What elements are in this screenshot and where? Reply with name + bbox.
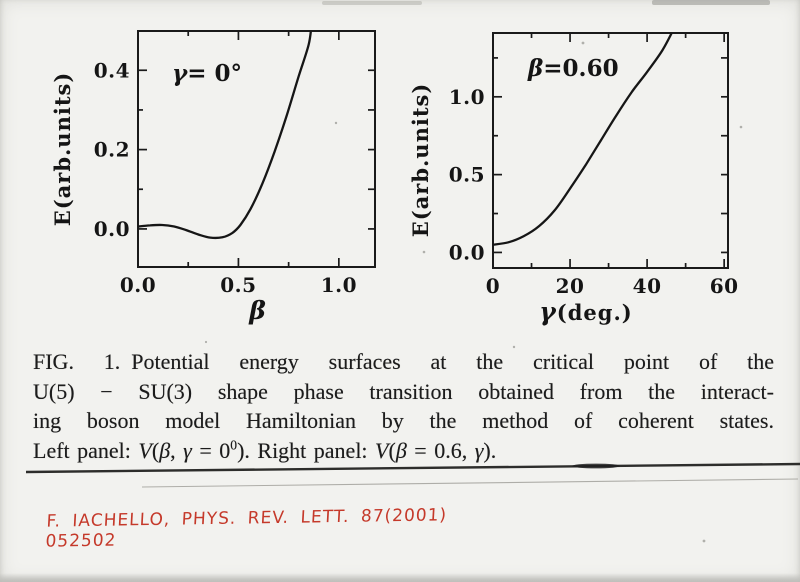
caption-cut-lines	[25, 462, 800, 488]
reference-note: F. IACHELLO, PHYS. REV. LETT. 87(2001) 0…	[44, 505, 448, 552]
caption-text: = 0	[191, 437, 231, 463]
caption-text: ,	[170, 437, 184, 463]
caption-text: V	[138, 437, 152, 463]
caption-text: ing boson model Hamiltonian by the metho…	[33, 408, 774, 433]
caption-text: 0	[230, 437, 238, 453]
scan-bottom-edge	[0, 573, 800, 582]
y-tick-label: 0.0	[94, 217, 130, 241]
caption-text: (	[388, 437, 396, 463]
scan-speck	[581, 41, 585, 45]
caption-text: Left panel:	[33, 437, 139, 463]
caption-line: U(5) − SU(3) shape phase transition obta…	[33, 377, 774, 407]
x-tick-label: 20	[556, 274, 585, 298]
caption-text: γ	[474, 437, 484, 463]
figure-caption: FIG. 1. Potential energy surfaces at the…	[33, 347, 774, 465]
left-panel-annotation: γ= 0°	[172, 60, 242, 87]
left-plot-ticks	[137, 31, 375, 267]
y-tick-label: 0.5	[449, 163, 485, 187]
left-plot-tick-labels: 0.0 0.5 1.0 0.0 0.2 0.4	[94, 58, 357, 297]
scan-smudges	[322, 0, 770, 5]
right-energy-curve	[493, 33, 673, 246]
right-plot-tick-labels: 0 20 40 60 0.0 0.5 1.0	[449, 85, 739, 298]
cut-line-blob	[572, 463, 620, 469]
left-y-axis-label: E(arb.units)	[50, 72, 75, 227]
x-tick-label: 0.5	[220, 273, 256, 297]
scan-smudge	[322, 1, 422, 5]
y-tick-label: 0.4	[94, 58, 130, 82]
caption-text: (	[151, 437, 160, 463]
caption-text: = 0.6,	[406, 437, 475, 463]
caption-text: ). Right panel:	[237, 437, 376, 463]
x-tick-label: 40	[633, 274, 662, 298]
gamma-symbol: γ	[539, 297, 557, 326]
scan-speck	[422, 250, 426, 254]
scan-speck	[334, 121, 338, 125]
scan-speck	[204, 340, 208, 344]
caption-text: ).	[483, 437, 497, 463]
caption-text: FIG. 1. Potential energy surfaces at the…	[33, 349, 774, 374]
beta-symbol: β	[527, 55, 543, 82]
cut-line	[25, 462, 800, 474]
caption-line: ing boson model Hamiltonian by the metho…	[33, 406, 774, 436]
x-axis-unit: (deg.)	[557, 300, 633, 325]
y-tick-label: 0.2	[94, 138, 130, 162]
caption-line: FIG. 1. Potential energy surfaces at the…	[33, 347, 774, 377]
y-tick-label: 1.0	[449, 85, 485, 109]
annotation-value: =0.60	[543, 55, 618, 82]
caption-text: V	[375, 437, 389, 463]
scan-speck	[702, 539, 706, 543]
x-tick-label: 0.0	[120, 273, 156, 297]
right-panel-annotation: β=0.60	[527, 55, 619, 82]
scan-smudge	[652, 0, 770, 5]
caption-line: Left panel: V(β, γ = 00). Right panel: V…	[33, 436, 774, 466]
scan-specks	[204, 41, 743, 543]
caption-text: β	[159, 437, 171, 463]
scan-speck	[739, 125, 743, 129]
left-plot: 0.0 0.5 1.0 0.0 0.2 0.4 E(arb.units) β γ= 0°	[50, 30, 376, 325]
x-tick-label: 60	[710, 274, 739, 298]
gamma-symbol: γ	[172, 60, 189, 87]
faint-cut-line	[141, 478, 799, 488]
left-x-axis-label: β	[248, 296, 267, 325]
caption-text: U(5) − SU(3) shape phase transition obta…	[33, 378, 774, 404]
left-energy-curve	[138, 31, 313, 240]
scan-speck	[512, 345, 516, 349]
y-tick-label: 0.0	[449, 240, 485, 264]
right-plot: 0 20 40 60 0.0 0.5 1.0 E(arb.units) γ(deg.) β=…	[408, 32, 739, 326]
x-tick-label: 0	[486, 274, 500, 298]
right-plot-ticks	[492, 33, 728, 268]
right-plot-frame	[492, 32, 729, 269]
annotation-value: = 0°	[187, 60, 242, 87]
caption-text: γ	[183, 437, 192, 463]
right-x-axis-label: γ(deg.)	[539, 297, 632, 326]
x-tick-label: 1.0	[321, 273, 357, 297]
right-y-axis-label: E(arb.units)	[408, 83, 433, 238]
caption-text: β	[395, 437, 407, 463]
